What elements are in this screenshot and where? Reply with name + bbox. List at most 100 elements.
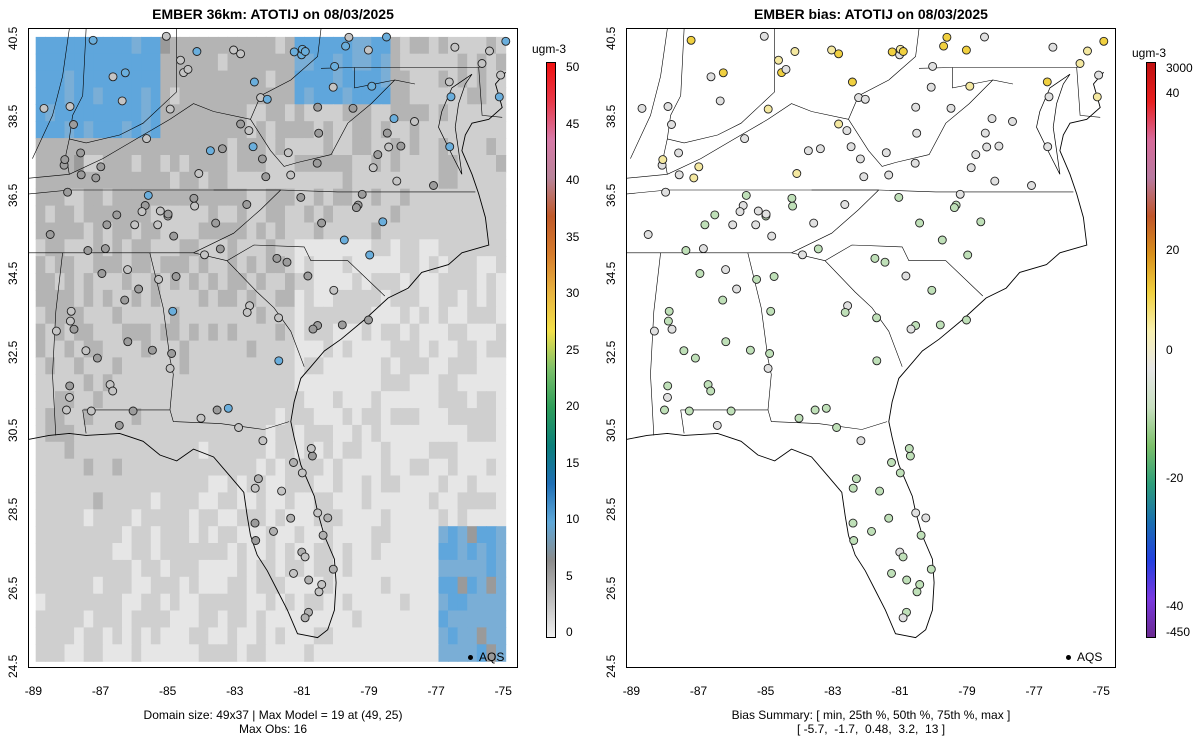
- grid-cell: [419, 576, 430, 595]
- grid-cell: [102, 627, 113, 645]
- aqs-station: [429, 181, 438, 190]
- aqs-station: [827, 45, 837, 55]
- grid-cell: [83, 70, 94, 89]
- grid-cell: [438, 509, 449, 527]
- grid-cell: [419, 256, 430, 274]
- grid-cell: [227, 610, 238, 628]
- grid-cell: [122, 391, 133, 409]
- grid-cell: [304, 408, 315, 426]
- grid-cell: [64, 121, 75, 139]
- grid-cell: [112, 543, 123, 561]
- grid-cell: [189, 239, 200, 257]
- grid-cell: [54, 610, 66, 628]
- grid-cell: [476, 543, 487, 561]
- grid-cell: [208, 391, 219, 409]
- aqs-station: [763, 363, 773, 373]
- grid-cell: [467, 138, 478, 156]
- aqs-station: [840, 200, 850, 209]
- grid-cell: [265, 492, 276, 510]
- state-border: [82, 409, 87, 434]
- grid-cell: [246, 576, 257, 595]
- grid-cell: [333, 87, 344, 105]
- grid-cell: [457, 509, 468, 527]
- grid-cell: [390, 559, 401, 578]
- aqs-station: [774, 55, 783, 65]
- grid-cell: [323, 340, 334, 359]
- grid-cell: [227, 543, 238, 561]
- grid-cell: [237, 610, 248, 628]
- grid-cell: [208, 256, 219, 274]
- grid-cell: [323, 391, 334, 409]
- grid-cell: [333, 458, 344, 477]
- grid-cell: [285, 53, 296, 72]
- grid-cell: [304, 256, 315, 274]
- grid-cell: [486, 36, 497, 55]
- grid-cell: [179, 87, 190, 105]
- grid-cell: [54, 205, 66, 224]
- grid-cell: [400, 526, 411, 544]
- grid-cell: [131, 424, 142, 443]
- grid-cell: [189, 441, 200, 460]
- grid-cell: [122, 576, 133, 595]
- aqs-station: [921, 513, 931, 523]
- grid-cell: [486, 424, 497, 443]
- grid-cell: [246, 526, 257, 544]
- grid-cell: [93, 593, 104, 612]
- grid-cell: [352, 256, 363, 274]
- grid-cell: [227, 559, 238, 578]
- y-tick-label: 32.5: [6, 340, 20, 364]
- grid-cell: [170, 256, 181, 274]
- grid-cell: [83, 36, 94, 55]
- grid-cell: [313, 289, 324, 308]
- grid-cell: [208, 441, 219, 460]
- grid-cell: [122, 36, 133, 55]
- grid-cell: [93, 70, 104, 89]
- state-border: [650, 252, 661, 436]
- grid-cell: [141, 509, 152, 527]
- grid-cell: [448, 644, 459, 662]
- grid-cell: [371, 104, 382, 122]
- grid-cell: [217, 104, 229, 122]
- grid-cell: [323, 526, 334, 544]
- grid-cell: [294, 306, 305, 325]
- grid-cell: [150, 357, 161, 375]
- grid-cell: [35, 306, 46, 325]
- grid-cell: [323, 70, 334, 89]
- aqs-station: [710, 210, 720, 220]
- grid-cell: [141, 239, 152, 257]
- grid-cell: [285, 138, 296, 156]
- grid-cell: [304, 458, 315, 477]
- aqs-station: [962, 315, 971, 325]
- grid-cell: [352, 306, 363, 325]
- grid-cell: [93, 256, 104, 274]
- grid-cell: [35, 424, 46, 443]
- grid-cell: [83, 458, 94, 477]
- grid-cell: [371, 306, 382, 325]
- y-tick-label: 40.5: [604, 26, 618, 50]
- grid-cell: [333, 492, 344, 510]
- grid-cell: [131, 576, 142, 595]
- aqs-station: [658, 155, 668, 165]
- grid-cell: [448, 273, 459, 291]
- grid-cell: [323, 256, 334, 274]
- aqs-station: [297, 468, 307, 478]
- aqs-station: [643, 230, 653, 239]
- aqs-station: [286, 513, 296, 523]
- grid-cell: [83, 273, 94, 291]
- grid-cell: [467, 222, 478, 240]
- grid-cell: [102, 458, 113, 477]
- grid-cell: [150, 239, 161, 257]
- grid-cell: [179, 155, 190, 173]
- grid-cell: [467, 53, 478, 72]
- grid-cell: [428, 87, 440, 105]
- grid-cell: [361, 458, 372, 477]
- grid-cell: [467, 155, 478, 173]
- grid-cell: [93, 87, 104, 105]
- aqs-station: [60, 155, 70, 165]
- grid-cell: [323, 492, 334, 510]
- grid-cell: [496, 239, 507, 257]
- grid-cell: [275, 104, 286, 122]
- grid-cell: [352, 374, 363, 392]
- aqs-station: [289, 47, 299, 57]
- grid-cell: [198, 509, 209, 527]
